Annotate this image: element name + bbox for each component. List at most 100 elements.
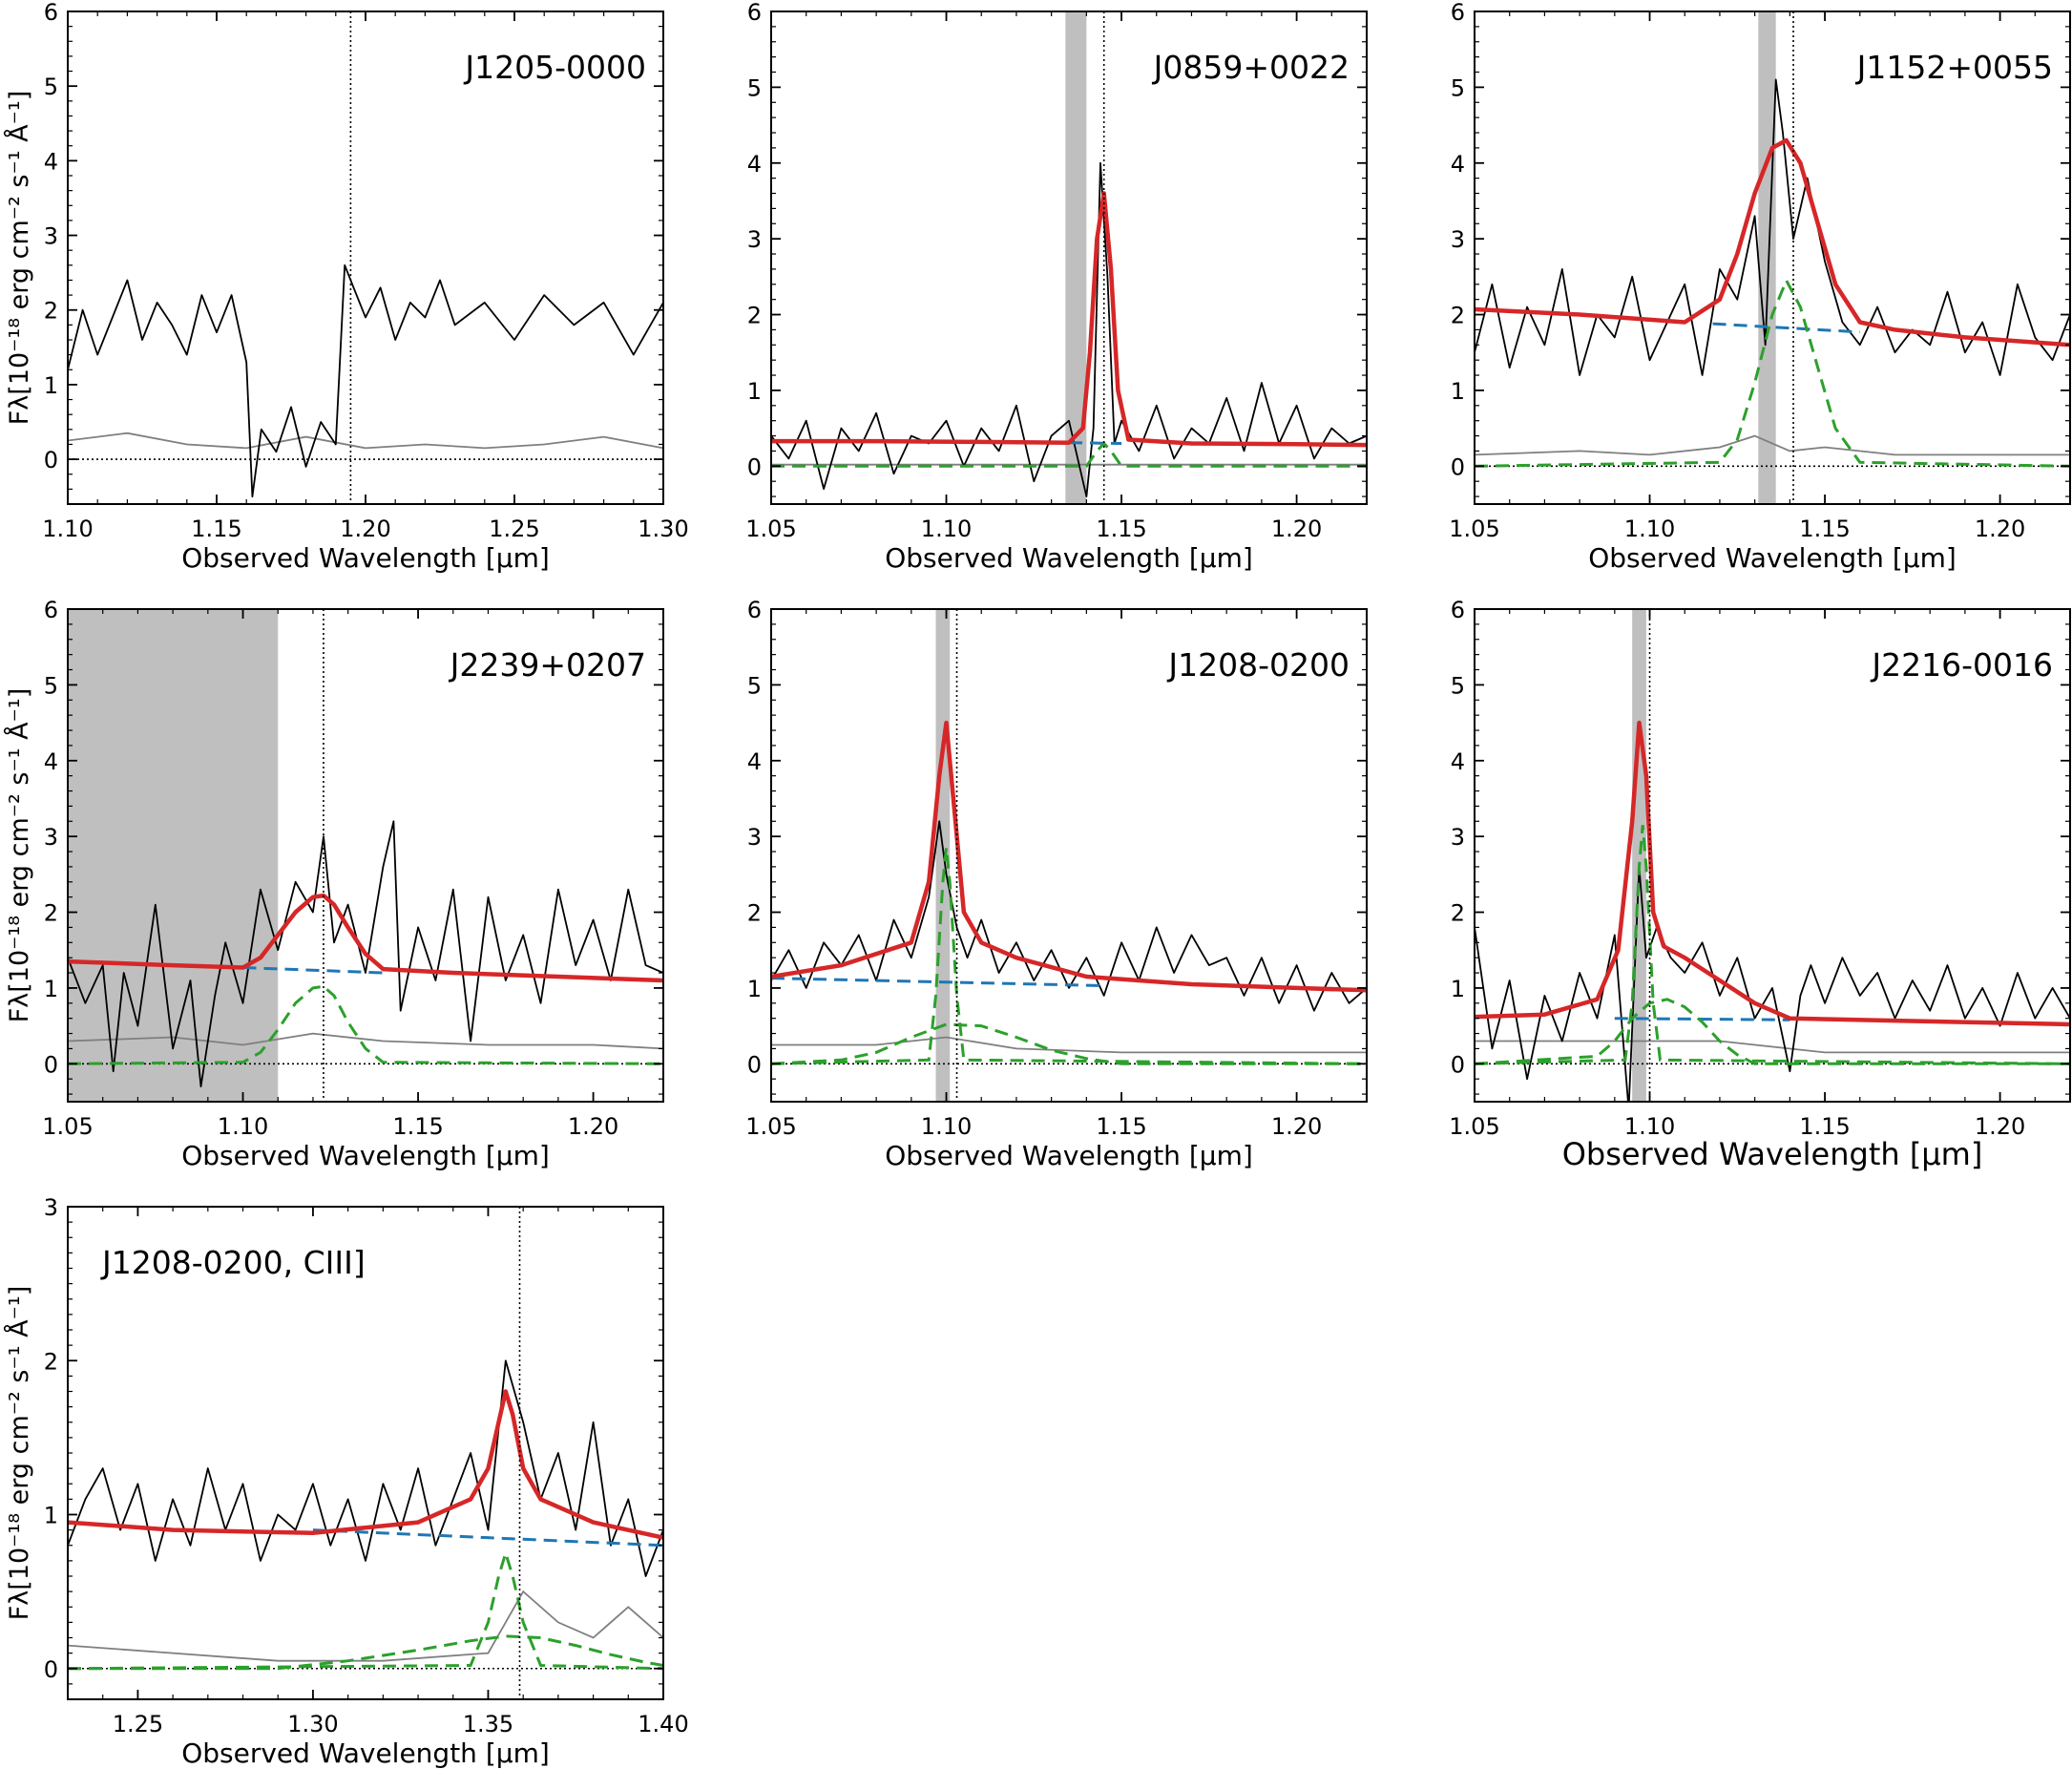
plot-area (68, 11, 663, 504)
y-axis-label: Fλ[10⁻¹⁸ erg cm⁻² s⁻¹ Å⁻¹] (4, 688, 34, 1022)
y-tick-label: 3 (747, 226, 762, 253)
x-tick-label: 1.05 (745, 1113, 796, 1140)
error-spectrum (68, 432, 663, 450)
y-tick-label: 4 (44, 148, 58, 175)
axes-frame (67, 608, 664, 1103)
x-tick-label: 1.20 (1271, 1113, 1322, 1140)
x-tick-label: 1.15 (1096, 1113, 1146, 1140)
masked-region (1632, 609, 1646, 1102)
y-tick-label: 6 (44, 597, 58, 623)
y-tick-label: 1 (44, 1503, 58, 1529)
x-tick-label: 1.15 (1799, 516, 1850, 542)
continuum-fit (1712, 322, 1860, 334)
x-tick-label: 1.25 (113, 1711, 163, 1737)
x-tick-label: 1.25 (489, 516, 539, 542)
observed-spectrum (1475, 78, 2070, 376)
y-tick-label: 0 (44, 1656, 58, 1683)
observed-spectrum (771, 820, 1367, 1012)
x-tick-label: 1.20 (568, 1113, 618, 1140)
y-tick-label: 2 (1451, 900, 1465, 927)
y-tick-label: 0 (747, 1051, 762, 1078)
axes-frame (770, 608, 1368, 1103)
x-tick-label: 1.20 (1975, 1113, 2025, 1140)
object-label: J1152+0055 (1855, 49, 2053, 86)
plot-area (771, 11, 1367, 504)
x-tick-label: 1.05 (745, 516, 796, 542)
object-label: J0859+0022 (1152, 49, 1350, 86)
y-tick-label: 5 (747, 74, 762, 101)
object-label: J2216-0016 (1870, 646, 2053, 684)
masked-region (68, 609, 279, 1102)
observed-spectrum (1475, 866, 2070, 1102)
plot-area (68, 1207, 663, 1699)
x-tick-label: 1.10 (42, 516, 93, 542)
plot-area (68, 609, 663, 1102)
continuum-fit (771, 977, 1104, 987)
model-fit (771, 191, 1367, 448)
panel-3: 1.05 1.10 1.15 1.20 0 1 2 3 4 5 6 Observed Waveleng… (1449, 0, 2071, 574)
y-tick-label: 0 (1451, 453, 1465, 480)
y-tick-label: 2 (747, 900, 762, 927)
y-tick-label: 1 (1451, 378, 1465, 405)
y-tick-label: 4 (747, 151, 762, 178)
gaussian-component (1475, 277, 2070, 468)
observed-spectrum (68, 263, 663, 498)
y-tick-label: 1 (44, 976, 58, 1002)
gaussian-component (68, 1634, 663, 1671)
error-spectrum (1475, 434, 2070, 456)
y-tick-label: 6 (747, 0, 762, 26)
y-tick-label: 1 (1451, 976, 1465, 1002)
x-tick-label: 1.20 (1975, 516, 2025, 542)
model-fit (1475, 137, 2070, 347)
object-label: J1208-0200, CIII] (100, 1244, 366, 1281)
error-spectrum (68, 1590, 663, 1662)
panel-7: 1.25 1.30 1.35 1.40 0 1 2 3 Observed Wavelength … (4, 1194, 689, 1769)
y-tick-label: 2 (747, 303, 762, 329)
y-tick-label: 6 (1451, 597, 1465, 623)
model-fit (68, 1389, 663, 1540)
panel-2: 1.05 1.10 1.15 1.20 0 1 2 3 4 5 6 Observed Waveleng… (745, 0, 1368, 574)
y-tick-label: 3 (44, 223, 58, 250)
x-tick-label: 1.40 (638, 1711, 688, 1737)
x-axis-label: Observed Wavelength [μm] (181, 1737, 550, 1769)
y-tick-label: 0 (747, 453, 762, 480)
x-tick-label: 1.15 (1799, 1113, 1850, 1140)
x-tick-label: 1.05 (42, 1113, 93, 1140)
y-tick-label: 6 (1451, 0, 1465, 26)
y-tick-label: 1 (44, 372, 58, 399)
x-tick-label: 1.15 (1096, 516, 1146, 542)
panel-6: 1.05 1.10 1.15 1.20 0 1 2 3 4 5 6 Observed Waveleng… (1449, 597, 2071, 1172)
x-tick-label: 1.10 (1624, 516, 1675, 542)
continuum-fit (242, 966, 384, 975)
model-fit (1475, 720, 2070, 1027)
y-tick-label: 4 (44, 748, 58, 775)
observed-spectrum (68, 820, 663, 1087)
x-tick-label: 1.10 (921, 516, 972, 542)
y-tick-label: 0 (1451, 1051, 1465, 1078)
y-tick-label: 3 (1451, 824, 1465, 851)
panel-1: 1.10 1.15 1.20 1.25 1.30 0 1 2 3 4 5 6 Observed Wave… (4, 0, 689, 574)
y-tick-label: 3 (1451, 226, 1465, 253)
x-tick-label: 1.35 (463, 1711, 513, 1737)
y-tick-label: 4 (1451, 151, 1465, 178)
x-tick-label: 1.30 (287, 1711, 338, 1737)
plot-area (1475, 609, 2070, 1102)
y-tick-label: 5 (44, 74, 58, 100)
y-tick-label: 5 (747, 672, 762, 699)
x-axis-label: Observed Wavelength [μm] (181, 1140, 550, 1171)
x-tick-label: 1.10 (1624, 1113, 1675, 1140)
y-tick-label: 0 (44, 447, 58, 474)
x-tick-label: 1.20 (340, 516, 390, 542)
x-axis-label: Observed Wavelength [μm] (885, 1140, 1253, 1171)
gaussian-component (1475, 825, 2070, 1065)
x-tick-label: 1.05 (1449, 1113, 1499, 1140)
y-tick-label: 2 (44, 900, 58, 927)
x-axis-label: Observed Wavelength [μm] (1562, 1136, 1983, 1172)
axes-frame (770, 11, 1368, 505)
y-axis-label: Fλ[10⁻¹⁸ erg cm⁻² s⁻¹ Å⁻¹] (4, 1286, 34, 1620)
model-fit (771, 720, 1367, 993)
object-label: J1208-0200 (1166, 646, 1350, 684)
y-tick-label: 2 (1451, 303, 1465, 329)
panel-4: 1.05 1.10 1.15 1.20 0 1 2 3 4 5 6 Observed Waveleng… (4, 597, 664, 1171)
